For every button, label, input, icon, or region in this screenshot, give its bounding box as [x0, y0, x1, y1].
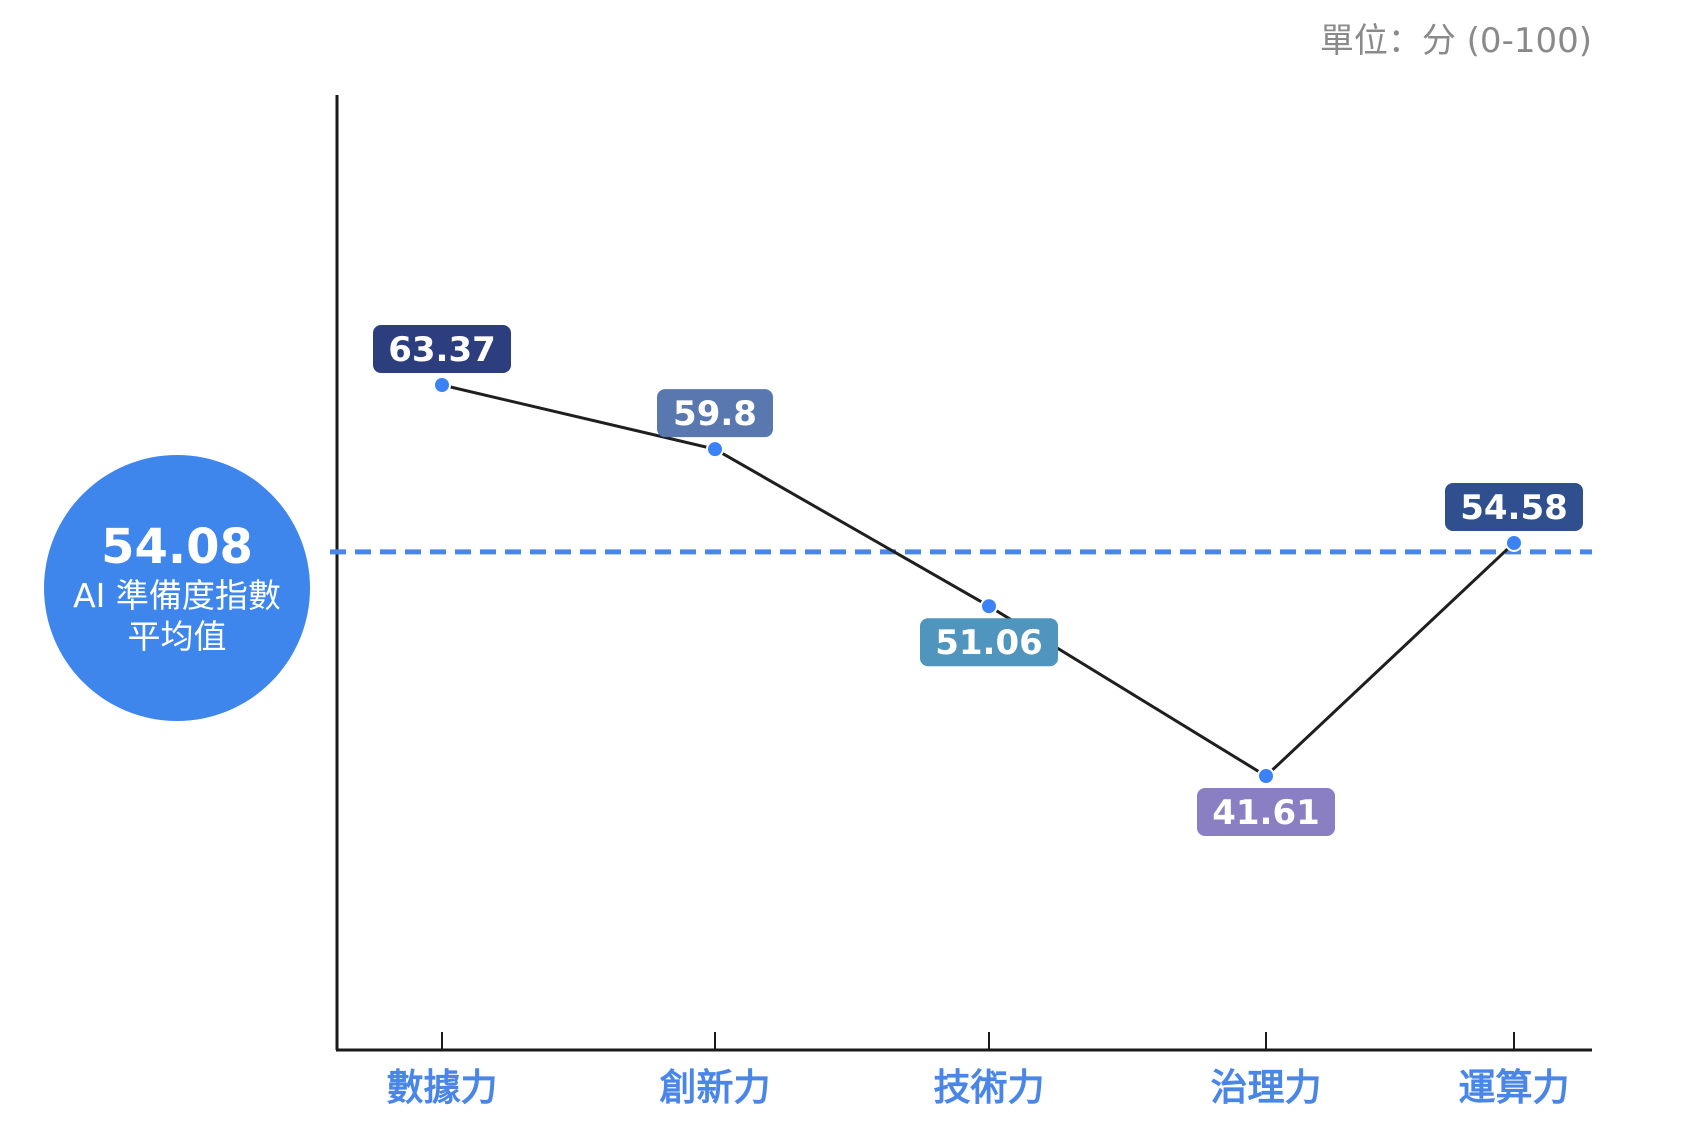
value-label-background	[1197, 788, 1335, 836]
value-label-badge: 59.8	[657, 389, 773, 438]
value-label-background	[920, 618, 1058, 667]
x-category-label: 技術力	[934, 1066, 1045, 1109]
data-point	[980, 597, 998, 616]
value-label-text: 54.58	[1460, 488, 1568, 528]
x-category-label: 治理力	[1211, 1066, 1322, 1109]
x-category-label: 創新力	[660, 1066, 771, 1109]
value-label-badge: 51.06	[920, 618, 1058, 667]
average-caption-line1: AI 準備度指數	[73, 576, 281, 615]
x-axis-category-labels: 數據力 創新力 技術力 治理力 運算力	[387, 1066, 1570, 1109]
value-label-badge: 54.58	[1445, 482, 1583, 531]
value-label-background	[373, 325, 511, 373]
data-point	[1505, 533, 1523, 552]
value-label-badge: 63.37	[373, 325, 511, 373]
unit-label: 單位：分 (0-100)	[1320, 21, 1592, 61]
average-caption-line2: 平均值	[128, 617, 227, 656]
x-category-label: 運算力	[1459, 1066, 1570, 1109]
value-label-text: 63.37	[388, 330, 496, 370]
series-line	[441, 383, 1516, 778]
data-point	[1257, 767, 1275, 785]
average-badge: 54.08 AI 準備度指數 平均值	[44, 455, 310, 721]
data-point	[433, 376, 451, 394]
average-circle	[44, 455, 310, 721]
x-axis-ticks	[441, 1032, 1515, 1050]
value-label-text: 41.61	[1212, 793, 1320, 833]
value-label-background	[1445, 482, 1583, 531]
data-labels: 63.37 59.8 51.06 41.61 54.58	[373, 325, 1583, 836]
x-category-label: 數據力	[387, 1066, 498, 1109]
value-label-text: 51.06	[935, 623, 1043, 663]
average-value: 54.08	[101, 519, 253, 575]
value-label-badge: 41.61	[1197, 788, 1335, 836]
data-points	[433, 376, 1523, 785]
value-label-text: 59.8	[673, 394, 757, 434]
value-label-background	[657, 389, 773, 438]
data-point	[706, 440, 724, 459]
